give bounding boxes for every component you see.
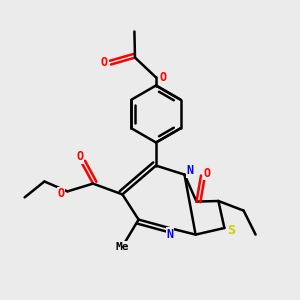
- Text: Me: Me: [115, 242, 129, 252]
- Text: O: O: [101, 56, 108, 70]
- Text: S: S: [227, 224, 235, 238]
- Text: N: N: [186, 164, 194, 178]
- Text: O: O: [76, 150, 84, 163]
- Text: O: O: [57, 187, 64, 200]
- Text: O: O: [159, 71, 166, 84]
- Text: O: O: [203, 167, 211, 180]
- Text: N: N: [167, 227, 174, 241]
